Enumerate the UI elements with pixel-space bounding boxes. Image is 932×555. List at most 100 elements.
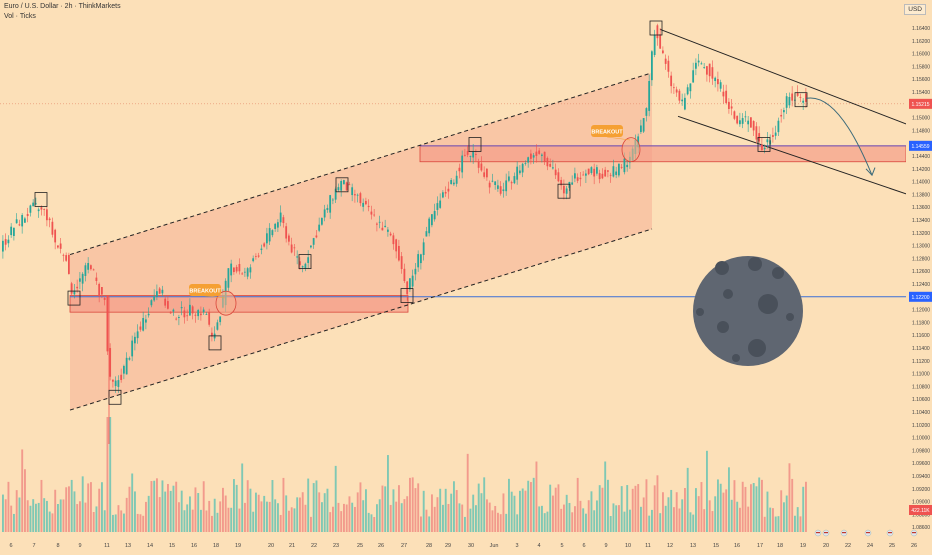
candle <box>774 125 777 140</box>
candle <box>178 314 180 326</box>
moon-crater <box>715 261 729 275</box>
candle <box>521 162 524 178</box>
time-tick: 28 <box>426 543 432 549</box>
candle <box>659 28 662 50</box>
candle <box>318 217 321 233</box>
volume-bar <box>211 515 213 532</box>
volume-bar <box>202 481 205 532</box>
volume-bar <box>571 512 574 532</box>
volume-bar <box>406 496 409 532</box>
event-flag-icon <box>910 529 918 537</box>
candle <box>2 235 4 259</box>
candle <box>90 264 92 271</box>
moon-crater <box>758 294 778 314</box>
candle <box>431 213 433 228</box>
candle <box>461 150 464 179</box>
candle <box>271 229 274 238</box>
candle <box>145 314 147 330</box>
candle <box>128 356 131 361</box>
candle <box>615 166 618 179</box>
volume-bar <box>486 499 488 532</box>
volume-bar <box>315 480 318 532</box>
volume-bar <box>57 504 59 532</box>
volume-bar <box>178 502 180 532</box>
candle <box>307 250 310 269</box>
currency-button[interactable]: USD <box>904 4 926 15</box>
volume-bar <box>62 499 65 532</box>
candle <box>499 181 502 196</box>
volume-bar <box>667 497 670 532</box>
candle <box>417 250 420 272</box>
candle <box>84 262 87 282</box>
volume-bar <box>433 506 436 532</box>
pivot-box <box>208 335 222 351</box>
volume-bar <box>172 485 175 532</box>
candle <box>200 306 202 321</box>
candle <box>43 208 46 216</box>
candle <box>35 197 37 206</box>
volume-bar <box>794 515 796 532</box>
candle <box>103 296 106 306</box>
candle <box>582 171 585 176</box>
candle <box>323 204 326 222</box>
volume-bar <box>84 502 87 532</box>
price-tick: 1.12600 <box>912 269 930 275</box>
candle <box>219 316 222 326</box>
volume-bar <box>442 504 444 532</box>
candle <box>7 235 10 248</box>
volume-bar <box>136 513 139 532</box>
rising-channel-fill <box>70 72 652 411</box>
candle <box>211 327 213 342</box>
candle <box>719 79 722 92</box>
candle <box>684 93 686 111</box>
candle <box>21 213 24 234</box>
moon-crater <box>748 257 762 271</box>
volume-bar <box>260 501 263 532</box>
candle <box>502 182 505 198</box>
upper-blue-badge: 1.14559 <box>909 140 932 151</box>
volume-bar <box>233 479 235 532</box>
volume-bar <box>304 504 307 532</box>
volume-bar <box>213 498 216 532</box>
candle <box>376 222 378 232</box>
candle <box>626 160 629 172</box>
volume-bar <box>359 482 362 532</box>
candle <box>279 205 282 227</box>
volume-bar <box>153 480 156 532</box>
candle <box>293 243 296 256</box>
candle <box>37 207 40 218</box>
volume-bar <box>35 503 37 532</box>
candle <box>282 214 285 228</box>
price-tick: 1.11000 <box>912 372 930 378</box>
volume-bar <box>414 488 417 532</box>
time-tick: 29 <box>445 543 451 549</box>
volume-bar <box>343 503 345 532</box>
volume-bar <box>169 490 172 532</box>
volume-bar <box>238 508 241 532</box>
volume-bar <box>469 508 472 532</box>
volume-bar <box>348 496 351 532</box>
volume-bar <box>208 500 211 532</box>
volume-bar <box>722 492 725 532</box>
candle <box>747 115 750 132</box>
candle <box>403 263 406 284</box>
candle <box>233 267 235 275</box>
candle <box>593 163 596 185</box>
volume-bar <box>634 485 637 532</box>
candle <box>337 183 340 192</box>
volume-bar <box>554 487 557 532</box>
candle <box>136 324 139 344</box>
candle <box>739 112 741 127</box>
candle <box>780 108 783 123</box>
volume-bar <box>431 494 433 532</box>
candle <box>549 158 552 168</box>
volume-bar <box>574 506 576 532</box>
volume-bar <box>543 513 546 532</box>
candle <box>378 215 381 229</box>
candle <box>238 258 241 275</box>
volume-bar <box>205 510 208 532</box>
volume-bar <box>29 505 32 532</box>
volume-bar <box>708 500 711 532</box>
